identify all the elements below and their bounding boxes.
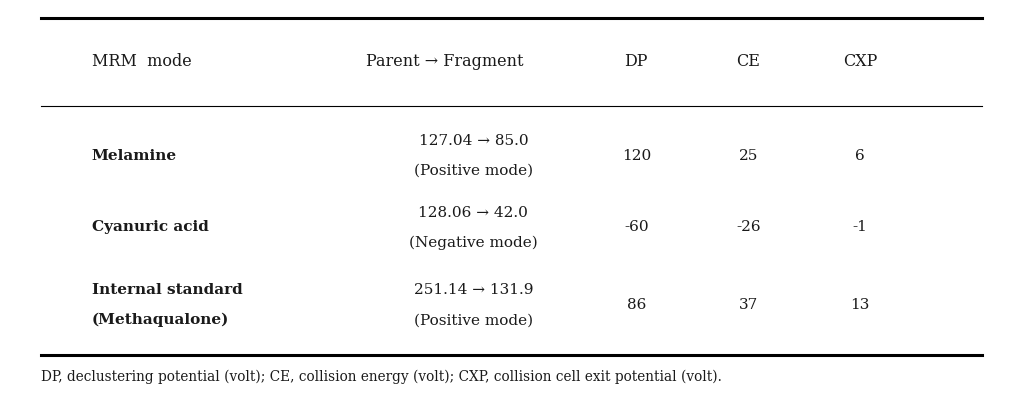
Text: 25: 25 — [738, 148, 758, 163]
Text: CE: CE — [736, 53, 760, 70]
Text: 13: 13 — [850, 298, 870, 312]
Text: -1: -1 — [853, 220, 867, 235]
Text: Cyanuric acid: Cyanuric acid — [92, 220, 209, 235]
Text: (Positive mode): (Positive mode) — [413, 164, 533, 178]
Text: -26: -26 — [736, 220, 760, 235]
Text: 251.14 → 131.9: 251.14 → 131.9 — [413, 283, 533, 297]
Text: (Positive mode): (Positive mode) — [413, 313, 533, 327]
Text: (Negative mode): (Negative mode) — [409, 235, 538, 249]
Text: Internal standard: Internal standard — [92, 283, 242, 297]
Text: DP: DP — [624, 53, 648, 70]
Text: Melamine: Melamine — [92, 148, 177, 163]
Text: 128.06 → 42.0: 128.06 → 42.0 — [418, 205, 528, 219]
Text: 37: 37 — [739, 298, 757, 312]
Text: 120: 120 — [622, 148, 651, 163]
Text: MRM  mode: MRM mode — [92, 53, 191, 70]
Text: (Methaqualone): (Methaqualone) — [92, 313, 229, 327]
Text: Parent → Fragment: Parent → Fragment — [366, 53, 524, 70]
Text: CXP: CXP — [843, 53, 878, 70]
Text: -60: -60 — [624, 220, 648, 235]
Text: DP, declustering potential (volt); CE, collision energy (volt); CXP, collision c: DP, declustering potential (volt); CE, c… — [41, 370, 722, 384]
Text: 86: 86 — [626, 298, 646, 312]
Text: 127.04 → 85.0: 127.04 → 85.0 — [418, 134, 528, 148]
Text: 6: 6 — [855, 148, 865, 163]
